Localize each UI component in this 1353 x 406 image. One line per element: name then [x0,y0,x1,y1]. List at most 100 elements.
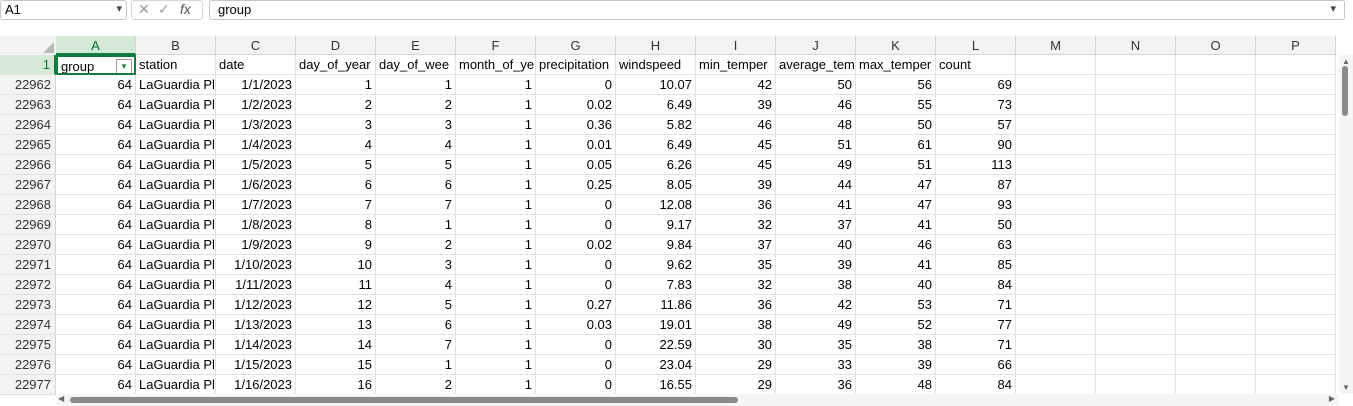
table-cell[interactable] [1096,135,1176,155]
name-box[interactable]: A1 ▾ [0,0,127,20]
table-cell[interactable]: 1/10/2023 [216,255,296,275]
table-cell[interactable]: 38 [856,335,936,355]
table-cell[interactable]: 6 [376,175,456,195]
table-cell[interactable]: 5 [296,155,376,175]
table-cell[interactable]: LaGuardia Pl [136,315,216,335]
table-cell[interactable]: 85 [936,255,1016,275]
table-cell[interactable] [1256,355,1336,375]
table-cell[interactable] [1256,295,1336,315]
header-cell[interactable]: average_tem [776,55,856,75]
table-cell[interactable]: 64 [56,295,136,315]
table-cell[interactable]: 4 [296,135,376,155]
table-cell[interactable]: 64 [56,155,136,175]
table-cell[interactable]: 1/9/2023 [216,235,296,255]
table-cell[interactable]: LaGuardia Pl [136,75,216,95]
table-cell[interactable]: 9.17 [616,215,696,235]
table-cell[interactable]: 64 [56,215,136,235]
table-cell[interactable]: 1 [456,195,536,215]
row-header[interactable]: 22977 [0,375,56,395]
table-cell[interactable] [1176,295,1256,315]
horizontal-scrollbar[interactable]: ◀ ▶ [56,394,1339,406]
table-cell[interactable]: LaGuardia Pl [136,335,216,355]
table-cell[interactable] [1176,255,1256,275]
table-cell[interactable] [1256,275,1336,295]
table-cell[interactable] [1256,235,1336,255]
table-cell[interactable]: 71 [936,295,1016,315]
table-cell[interactable] [1256,195,1336,215]
table-cell[interactable] [1016,355,1096,375]
table-cell[interactable]: 1 [376,355,456,375]
table-cell[interactable]: 38 [696,315,776,335]
column-header-d[interactable]: D [296,36,376,55]
header-cell[interactable]: date [216,55,296,75]
table-cell[interactable]: 3 [376,115,456,135]
table-cell[interactable]: 47 [856,175,936,195]
table-cell[interactable]: 1/6/2023 [216,175,296,195]
table-cell[interactable] [1176,175,1256,195]
column-header-h[interactable]: H [616,36,696,55]
table-cell[interactable]: 0.05 [536,155,616,175]
table-cell[interactable]: 3 [376,255,456,275]
column-header-o[interactable]: O [1176,36,1256,55]
table-cell[interactable]: 66 [936,355,1016,375]
table-cell[interactable]: LaGuardia Pl [136,235,216,255]
table-cell[interactable] [1256,215,1336,235]
table-cell[interactable]: 11 [296,275,376,295]
table-cell[interactable]: 64 [56,375,136,395]
table-cell[interactable]: 0.36 [536,115,616,135]
table-cell[interactable]: 30 [696,335,776,355]
table-cell[interactable]: 38 [776,275,856,295]
table-cell[interactable]: 1 [456,75,536,95]
scroll-down-icon[interactable]: ▼ [1342,383,1350,392]
table-cell[interactable]: 1 [456,115,536,135]
table-cell[interactable] [1176,135,1256,155]
table-cell[interactable]: LaGuardia Pl [136,95,216,115]
column-header-e[interactable]: E [376,36,456,55]
table-cell[interactable]: 1/8/2023 [216,215,296,235]
header-cell[interactable]: precipitation [536,55,616,75]
table-cell[interactable]: LaGuardia Pl [136,275,216,295]
table-cell[interactable] [1016,275,1096,295]
table-cell[interactable]: 7 [296,195,376,215]
header-cell[interactable]: max_temper [856,55,936,75]
table-cell[interactable]: 0 [536,375,616,395]
table-cell[interactable] [1016,95,1096,115]
row-header[interactable]: 22962 [0,75,56,95]
table-cell[interactable]: 63 [936,235,1016,255]
active-cell[interactable]: group ▾ [56,55,136,75]
table-cell[interactable]: 1 [456,375,536,395]
table-cell[interactable]: 1/5/2023 [216,155,296,175]
table-cell[interactable]: 9.62 [616,255,696,275]
table-cell[interactable]: 64 [56,195,136,215]
table-cell[interactable]: 84 [936,375,1016,395]
table-cell[interactable]: 1 [456,155,536,175]
table-cell[interactable]: 64 [56,235,136,255]
table-cell[interactable]: 29 [696,375,776,395]
table-cell[interactable] [1096,115,1176,135]
table-cell[interactable]: 39 [776,255,856,275]
table-cell[interactable]: 0 [536,335,616,355]
table-cell[interactable]: 39 [696,175,776,195]
row-header[interactable]: 22965 [0,135,56,155]
table-cell[interactable] [1176,195,1256,215]
table-cell[interactable]: 57 [936,115,1016,135]
table-cell[interactable]: 1 [456,295,536,315]
table-cell[interactable]: 1 [456,235,536,255]
column-header-f[interactable]: F [456,36,536,55]
table-cell[interactable]: 55 [856,95,936,115]
table-cell[interactable]: 42 [696,75,776,95]
table-cell[interactable]: 1/3/2023 [216,115,296,135]
table-cell[interactable] [1256,375,1336,395]
select-all-corner[interactable] [0,36,57,56]
table-cell[interactable] [1096,155,1176,175]
table-cell[interactable]: 8 [296,215,376,235]
row-header[interactable]: 22972 [0,275,56,295]
table-cell[interactable]: 14 [296,335,376,355]
table-cell[interactable]: 1/4/2023 [216,135,296,155]
table-cell[interactable]: 77 [936,315,1016,335]
table-cell[interactable]: 40 [856,275,936,295]
insert-function-icon[interactable]: fx [180,1,191,17]
header-cell[interactable]: month_of_ye [456,55,536,75]
table-cell[interactable]: 69 [936,75,1016,95]
table-cell[interactable]: 64 [56,315,136,335]
